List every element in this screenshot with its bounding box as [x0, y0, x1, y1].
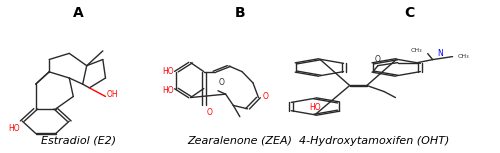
- Text: 4-Hydroxytamoxifen (OHT): 4-Hydroxytamoxifen (OHT): [299, 136, 450, 146]
- Text: O: O: [375, 55, 381, 64]
- Text: Zearalenone (ZEA): Zearalenone (ZEA): [188, 136, 292, 146]
- Text: CH₃: CH₃: [411, 48, 422, 53]
- Text: CH₃: CH₃: [458, 54, 469, 59]
- Text: C: C: [404, 6, 414, 20]
- Text: N: N: [438, 49, 444, 58]
- Text: Estradiol (E2): Estradiol (E2): [41, 136, 116, 146]
- Text: O: O: [206, 108, 212, 117]
- Text: HO: HO: [162, 67, 174, 76]
- Text: OH: OH: [107, 90, 118, 99]
- Text: HO: HO: [8, 124, 20, 133]
- Text: B: B: [234, 6, 246, 20]
- Text: HO: HO: [162, 86, 174, 95]
- Text: HO: HO: [309, 103, 320, 112]
- Text: O: O: [219, 78, 225, 87]
- Text: O: O: [262, 92, 268, 101]
- Text: A: A: [73, 6, 84, 20]
